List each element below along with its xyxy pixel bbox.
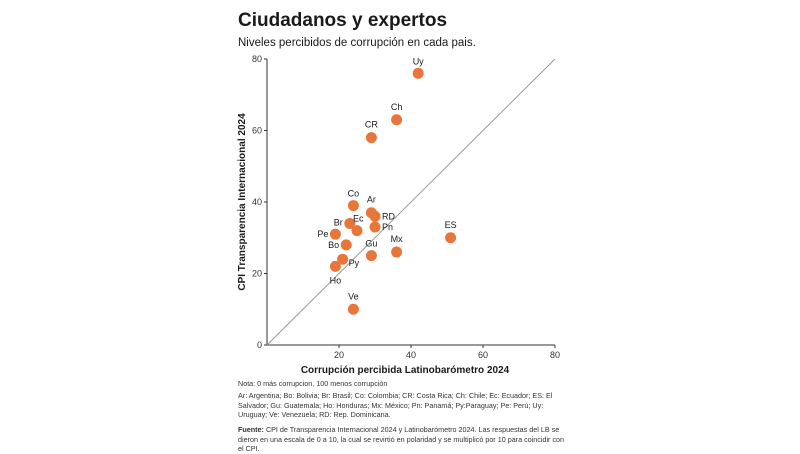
point-label-rd: RD [382,211,395,221]
y-tick-label: 80 [252,54,262,64]
y-tick-label: 0 [257,340,262,350]
point-label-co: Co [348,189,360,199]
point-label-mx: Mx [391,234,403,244]
y-tick-label: 20 [252,269,262,279]
axes: 20 40 60 80 0 20 40 60 80 [252,54,560,360]
point-ec [351,225,363,237]
point-pn [369,221,381,233]
x-tick-label: 60 [478,350,488,360]
footnote: Nota: 0 más corrupcion, 100 menos corrup… [238,379,388,388]
point-ch [391,114,403,126]
y-tick-label: 60 [252,126,262,136]
x-tick-label: 20 [334,350,344,360]
point-label-bo: Bo [328,240,339,250]
point-label-cr: CR [365,120,378,130]
abbreviations-legend: Ar: Argentina; Bo: Bolivia; Br: Brasil; … [238,391,553,419]
x-tick-label: 80 [550,350,560,360]
point-ve [347,303,359,315]
point-label-ec: Ec [353,214,364,224]
point-label-ch: Ch [391,102,403,112]
point-label-py: Py [349,258,360,268]
y-axis-label: CPI Transparencia Internacional 2024 [237,113,248,291]
chart-title: Ciudadanos y expertos [238,10,448,31]
point-rd [369,210,381,222]
chart-subtitle: Niveles percibidos de corrupción en cada… [238,37,476,49]
source-note: Fuente: CPI de Transparencia Internacion… [238,425,568,454]
point-bo [340,239,352,251]
point-label-ar: Ar [367,195,376,205]
x-tick-label: 40 [406,350,416,360]
diagonal-reference-line [266,58,556,346]
point-label-pe: Pe [317,229,328,239]
point-uy [412,67,424,79]
point-cr [365,132,377,144]
point-mx [391,246,403,258]
x-axis-label: Corrupción percibida Latinobarómetro 202… [301,365,510,376]
point-co [347,200,359,212]
source-text: CPI de Transparencia Internacional 2024 … [238,425,565,453]
point-label-gu: Gu [365,239,377,249]
point-es [445,232,457,244]
y-tick-label: 40 [252,197,262,207]
point-py [337,253,349,265]
point-gu [365,250,377,262]
point-ho [329,260,341,272]
source-label: Fuente: [238,425,264,434]
point-label-ve: Ve [348,291,359,301]
point-label-br: Br [334,217,343,227]
point-pe [329,228,341,240]
point-label-es: ES [445,220,457,230]
point-br [344,217,356,229]
point-label-ho: Ho [330,275,342,285]
point-label-uy: Uy [413,56,424,66]
point-label-pn: Pn [382,222,393,232]
